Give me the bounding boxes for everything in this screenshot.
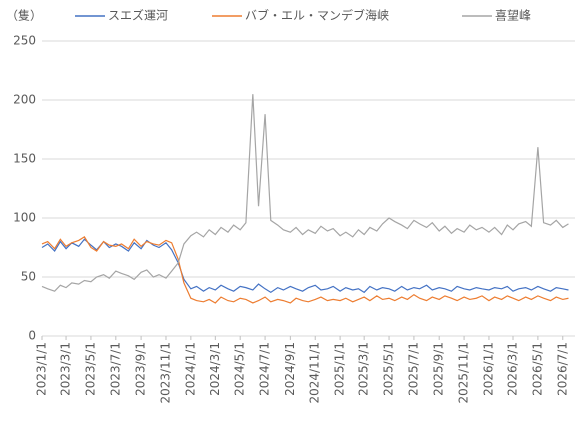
x-tick-label: 2024/3/1 — [208, 342, 222, 396]
x-tick-label: 2025/3/1 — [357, 342, 371, 396]
x-tick-label: 2026/5/1 — [530, 342, 544, 396]
y-tick-label: 50 — [21, 270, 36, 284]
y-tick-label: 100 — [13, 211, 36, 225]
y-tick-label: 0 — [28, 329, 36, 343]
x-tick-label: 2025/1/1 — [333, 342, 347, 396]
y-tick-label: 200 — [13, 93, 36, 107]
legend-label: スエズ運河 — [108, 8, 168, 23]
x-tick-label: 2026/1/1 — [481, 342, 495, 396]
series-line — [41, 94, 569, 292]
x-tick-label: 2023/5/1 — [83, 342, 97, 396]
x-tick-label: 2026/3/1 — [506, 342, 520, 396]
x-tick-label: 2025/9/1 — [432, 342, 446, 396]
x-tick-label: 2025/11/1 — [457, 342, 471, 404]
series-line — [41, 238, 569, 294]
x-tick-label: 2026/7/1 — [555, 342, 569, 396]
x-tick-label: 2023/11/1 — [158, 342, 172, 404]
legend-label: 喜望峰 — [495, 9, 531, 23]
x-tick-label: 2025/7/1 — [406, 342, 420, 396]
x-tick-label: 2025/5/1 — [382, 342, 396, 396]
y-tick-label: 250 — [13, 34, 36, 48]
y-tick-label: 150 — [13, 152, 36, 166]
x-tick-label: 2023/3/1 — [59, 342, 73, 396]
x-tick-label: 2023/9/1 — [134, 342, 148, 396]
series-line — [41, 236, 569, 304]
x-tick-label: 2024/11/1 — [308, 342, 322, 404]
x-tick-label: 2024/5/1 — [233, 342, 247, 396]
y-axis-label: （隻） — [6, 8, 42, 23]
x-tick-label: 2024/9/1 — [283, 342, 297, 396]
x-tick-label: 2024/1/1 — [183, 342, 197, 396]
x-tick-label: 2023/1/1 — [35, 342, 49, 396]
x-tick-label: 2023/7/1 — [108, 342, 122, 396]
legend-label: バブ・エル・マンデブ海峡 — [245, 8, 389, 23]
x-tick-label: 2024/7/1 — [258, 342, 272, 396]
